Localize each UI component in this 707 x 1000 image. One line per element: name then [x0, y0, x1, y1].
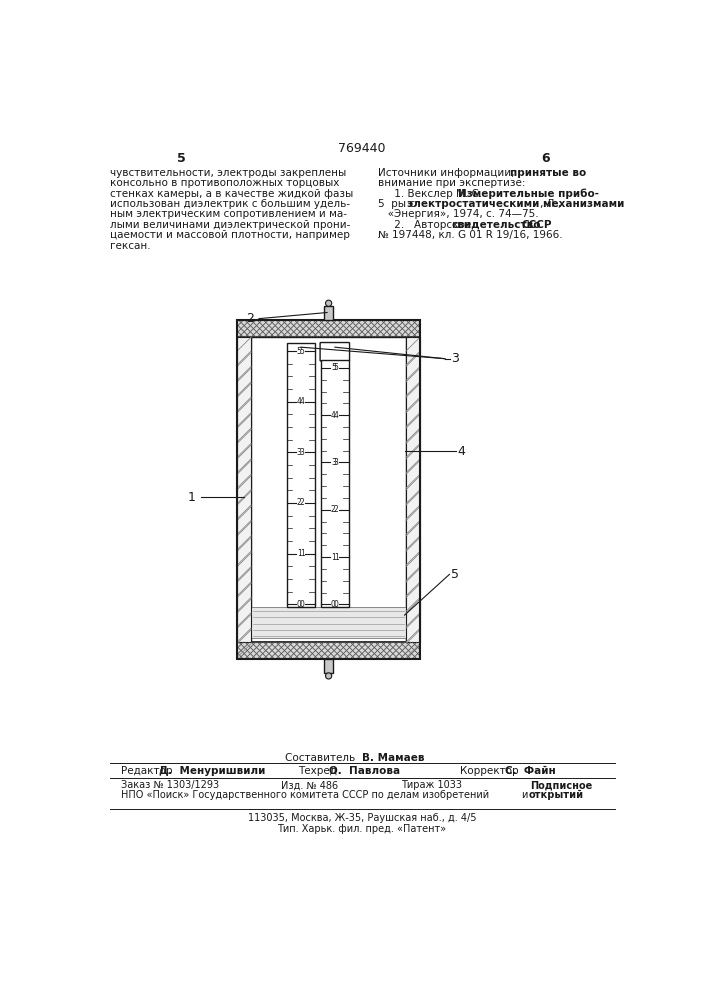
Bar	[406, 337, 420, 642]
Bar	[287, 343, 315, 607]
Text: 0: 0	[297, 600, 302, 609]
Text: свидетельство: свидетельство	[452, 220, 542, 230]
Text: Техред: Техред	[298, 766, 343, 776]
Text: Редактор: Редактор	[121, 766, 179, 776]
Text: Изд. № 486: Изд. № 486	[281, 780, 338, 790]
Text: 3: 3	[300, 448, 305, 457]
Text: 4: 4	[300, 397, 305, 406]
Bar	[237, 320, 420, 659]
Text: Подписное: Подписное	[530, 780, 592, 790]
Text: 2: 2	[245, 312, 254, 325]
Text: электростатическими механизмами: электростатическими механизмами	[407, 199, 624, 209]
Circle shape	[325, 673, 332, 679]
Text: 3: 3	[451, 352, 459, 365]
Text: 5: 5	[331, 363, 336, 372]
Text: 5: 5	[451, 568, 459, 581]
Text: принятые во: принятые во	[510, 168, 586, 178]
Text: 1. Векслер М. С.: 1. Векслер М. С.	[378, 189, 486, 199]
Text: 5: 5	[177, 152, 186, 165]
Text: 2: 2	[331, 505, 336, 514]
Text: Составитель: Составитель	[285, 753, 362, 763]
Text: 3: 3	[334, 458, 339, 467]
Bar	[237, 337, 251, 642]
Text: 1: 1	[297, 549, 302, 558]
Text: 0: 0	[300, 600, 305, 609]
Text: 1: 1	[331, 553, 336, 562]
Text: гексан.: гексан.	[110, 241, 151, 251]
Text: Д.  Менуришвили: Д. Менуришвили	[159, 766, 265, 776]
Text: Заказ № 1303/1293: Заказ № 1303/1293	[121, 780, 219, 790]
Text: 2.   Авторское: 2. Авторское	[378, 220, 481, 230]
Text: Тип. Харьк. фил. пред. «Патент»: Тип. Харьк. фил. пред. «Патент»	[277, 824, 447, 834]
Text: 1: 1	[187, 491, 195, 504]
Bar	[324, 306, 333, 320]
Text: 5  ры с: 5 ры с	[378, 199, 419, 209]
Text: 2: 2	[297, 498, 302, 507]
Text: Источники информации,: Источники информации,	[378, 168, 518, 178]
Text: 4: 4	[297, 397, 302, 406]
Text: 5: 5	[297, 347, 302, 356]
FancyBboxPatch shape	[320, 343, 349, 361]
Text: 4: 4	[457, 445, 465, 458]
Text: и: и	[522, 790, 532, 800]
Text: 3: 3	[297, 448, 302, 457]
Bar	[321, 360, 349, 607]
Text: 1: 1	[334, 553, 339, 562]
Text: 5: 5	[334, 363, 339, 372]
Bar	[237, 320, 420, 337]
Text: В. Мамаев: В. Мамаев	[362, 753, 424, 763]
Text: Тираж 1033: Тираж 1033	[401, 780, 462, 790]
Text: консольно в противоположных торцовых: консольно в противоположных торцовых	[110, 178, 339, 188]
Text: ным электрическим сопротивлением и ма-: ным электрическим сопротивлением и ма-	[110, 209, 347, 219]
Text: «Энергия», 1974, с. 74—75.: «Энергия», 1974, с. 74—75.	[378, 209, 539, 219]
Text: 113035, Москва, Ж-35, Раушская наб., д. 4/5: 113035, Москва, Ж-35, Раушская наб., д. …	[247, 813, 477, 823]
Text: открытий: открытий	[529, 790, 584, 800]
Text: 769440: 769440	[338, 142, 386, 155]
Text: С.  Файн: С. Файн	[506, 766, 556, 776]
Text: 6: 6	[542, 152, 550, 165]
Text: Корректор: Корректор	[460, 766, 525, 776]
Text: 4: 4	[334, 411, 339, 420]
Text: 0: 0	[331, 600, 336, 609]
Text: внимание при экспертизе:: внимание при экспертизе:	[378, 178, 526, 188]
Text: Измерительные прибо-: Измерительные прибо-	[458, 189, 599, 199]
Text: 2: 2	[300, 498, 305, 507]
Text: 4: 4	[331, 411, 336, 420]
Text: , Л.,: , Л.,	[540, 199, 561, 209]
Bar	[251, 337, 406, 642]
Text: лыми величинами диэлектрической прони-: лыми величинами диэлектрической прони-	[110, 220, 351, 230]
Text: 3: 3	[331, 458, 336, 467]
Text: чувствительности, электроды закреплены: чувствительности, электроды закреплены	[110, 168, 346, 178]
Bar	[324, 659, 333, 673]
Bar	[251, 607, 406, 638]
Bar	[237, 642, 420, 659]
Text: цаемости и массовой плотности, например: цаемости и массовой плотности, например	[110, 230, 350, 240]
Text: СССР: СССР	[522, 220, 552, 230]
Text: стенках камеры, а в качестве жидкой фазы: стенках камеры, а в качестве жидкой фазы	[110, 189, 354, 199]
Text: 0: 0	[334, 600, 339, 609]
Text: № 197448, кл. G 01 R 19/16, 1966.: № 197448, кл. G 01 R 19/16, 1966.	[378, 230, 563, 240]
Text: НПО «Поиск» Государственного комитета СССР по делам изобретений: НПО «Поиск» Государственного комитета СС…	[121, 790, 492, 800]
Text: 1: 1	[300, 549, 305, 558]
Text: использован диэлектрик с большим удель-: использован диэлектрик с большим удель-	[110, 199, 350, 209]
Text: 2: 2	[334, 505, 339, 514]
Circle shape	[325, 300, 332, 306]
Text: 5: 5	[300, 347, 305, 356]
Text: О.  Павлова: О. Павлова	[329, 766, 399, 776]
